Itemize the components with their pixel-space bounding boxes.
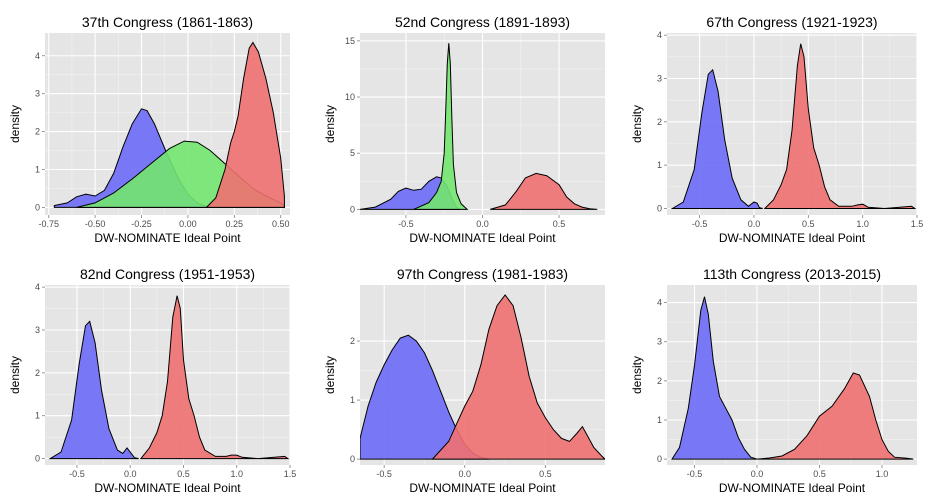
x-axis-label: DW-NOMINATE Ideal Point [94,481,241,495]
x-tick-label: 0.0 [124,469,137,479]
x-tick-label: 0.5 [177,469,190,479]
plot-area [48,295,290,460]
x-tick-label: -0.5 [376,469,392,479]
x-tick-label: -0.25 [131,219,152,229]
panel-title: 67th Congress (1921-1923) [706,14,877,30]
density-blue [48,320,139,460]
panel-1: -0.75 -0.50 -0.25 0.00 0.25 0.50 0 1 2 3 4 37th Con… [8,14,290,245]
panel-5: -0.5 0.0 0.5 0 1 2 97th Congress (1981-1983) DW… [323,266,605,495]
density-red [139,295,290,460]
panel-title: 52nd Congress (1891-1893) [395,14,570,30]
x-tick-label: 0.0 [459,469,472,479]
plot-area [360,43,598,210]
plot-area [53,41,285,208]
x-tick-label: -0.5 [398,219,414,229]
y-axis-label: density [8,105,22,143]
y-axis-label: density [8,356,22,394]
plot-area [360,294,605,460]
y-tick-label: 2 [350,336,355,346]
y-tick-label: 1 [35,165,40,175]
y-tick-label: 2 [35,368,40,378]
density-red [490,172,598,210]
y-tick-label: 1 [657,415,662,425]
panel-title: 97th Congress (1981-1983) [397,266,568,282]
x-tick-label: -0.50 [85,219,106,229]
x-tick-label: 0.00 [179,219,197,229]
y-tick-label: 10 [345,92,355,102]
x-tick-label: 1.5 [911,219,924,229]
plot-area [670,43,917,210]
x-tick-label: 0.0 [751,469,764,479]
y-tick-label: 4 [35,282,40,292]
x-tick-label: 0.5 [539,469,552,479]
y-tick-label: 3 [35,89,40,99]
y-tick-label: 2 [657,376,662,386]
density-green [413,43,469,210]
panel-title: 37th Congress (1861-1863) [82,14,253,30]
y-axis-label: density [630,105,644,143]
x-tick-label: 1.0 [230,469,243,479]
x-axis-label: DW-NOMINATE Ideal Point [719,231,866,245]
plot-area [671,296,914,460]
x-tick-label: 0.0 [748,219,761,229]
density-red [756,372,914,460]
y-axis-label: density [630,356,644,394]
y-tick-label: 0 [35,454,40,464]
y-tick-label: 0 [657,204,662,214]
x-axis-label: DW-NOMINATE Ideal Point [409,481,556,495]
y-tick-label: 2 [657,117,662,127]
panel-title: 113th Congress (2013-2015) [703,266,881,282]
y-tick-label: 4 [657,30,662,40]
y-tick-label: 1 [657,160,662,170]
x-tick-label: 0.50 [272,219,290,229]
y-tick-label: 0 [35,202,40,212]
density-red [431,294,605,460]
y-tick-label: 2 [35,127,40,137]
density-blue [671,296,758,460]
y-tick-label: 3 [657,74,662,84]
x-tick-label: 1.5 [284,469,297,479]
panel-2: -0.5 0.0 0.5 0 5 10 15 52nd Congress (1891-1893… [323,14,605,245]
y-tick-label: 15 [345,36,355,46]
y-tick-label: 4 [35,51,40,61]
y-tick-label: 0 [350,454,355,464]
y-tick-label: 4 [657,298,662,308]
x-tick-label: 0.5 [802,219,815,229]
x-tick-label: 0.5 [553,219,566,229]
panel-3: -0.5 0.0 0.5 1.0 1.5 0 1 2 3 4 67th Congress (1921… [630,14,923,245]
y-tick-label: 3 [657,337,662,347]
panel-6: -0.5 0.0 0.5 1.0 0 1 2 3 4 113th Congress (2013-2… [630,266,917,495]
x-tick-label: -0.5 [692,219,708,229]
x-tick-label: -0.5 [687,469,703,479]
x-tick-label: 0.0 [476,219,489,229]
density-red [205,41,285,208]
panel-title: 82nd Congress (1951-1953) [80,266,255,282]
y-tick-label: 5 [350,148,355,158]
panel-4: -0.5 0.0 0.5 1.0 1.5 0 1 2 3 4 82nd Congress (1951… [8,266,296,495]
x-axis-label: DW-NOMINATE Ideal Point [719,481,866,495]
x-axis-label: DW-NOMINATE Ideal Point [94,231,241,245]
y-tick-label: 1 [350,395,355,405]
x-tick-label: 0.5 [813,469,826,479]
x-axis-label: DW-NOMINATE Ideal Point [409,231,556,245]
y-axis-label: density [323,356,337,394]
density-red [763,43,917,210]
x-tick-label: -0.5 [69,469,85,479]
density-blue [670,68,763,209]
y-tick-label: 1 [35,411,40,421]
y-axis-label: density [323,105,337,143]
x-tick-label: 0.25 [226,219,244,229]
y-tick-label: 3 [35,325,40,335]
x-tick-label: 1.0 [856,219,869,229]
y-tick-label: 0 [350,204,355,214]
x-tick-label: 1.0 [876,469,889,479]
y-tick-label: 0 [657,454,662,464]
x-tick-label: -0.75 [38,219,59,229]
